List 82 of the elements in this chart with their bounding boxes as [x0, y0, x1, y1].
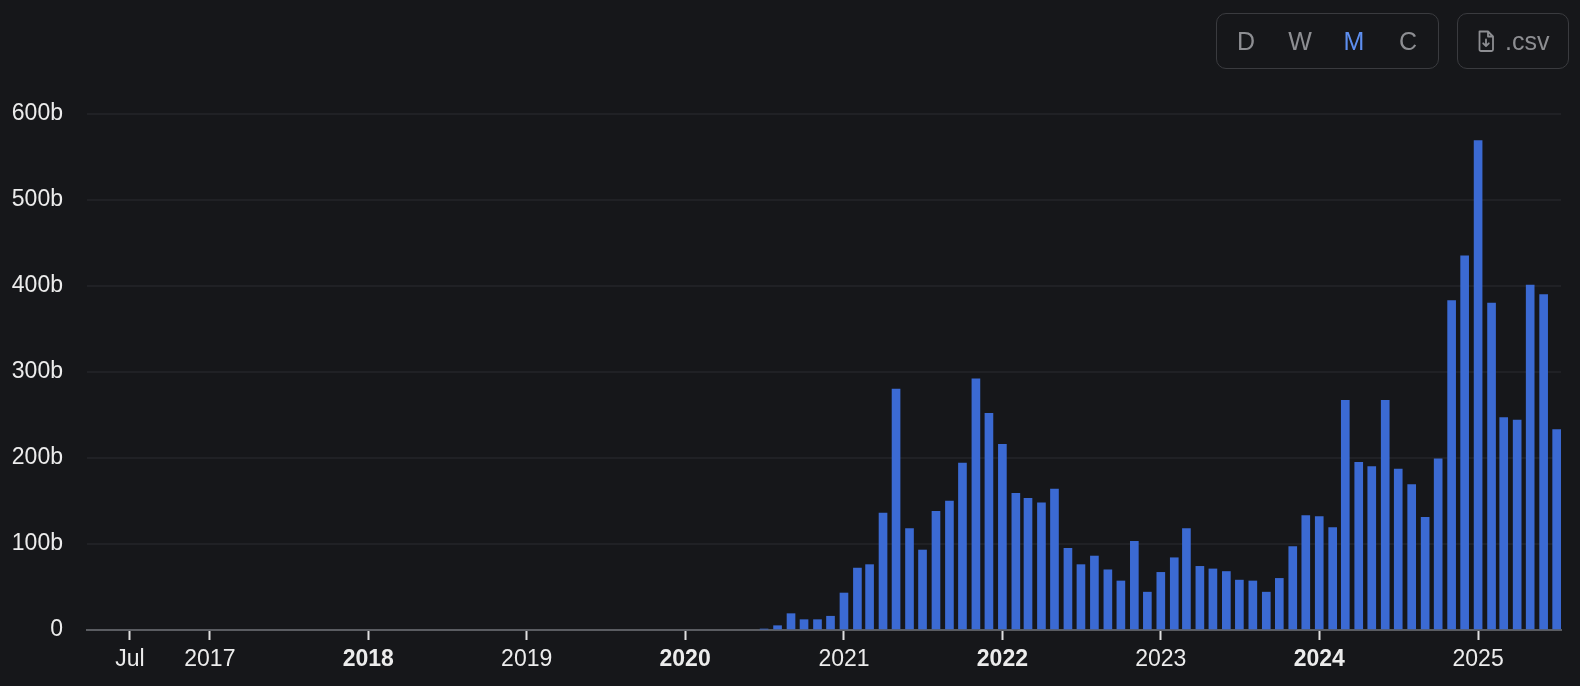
bar [1090, 555, 1099, 630]
bar [905, 528, 914, 630]
y-tick-label: 600b [11, 99, 63, 126]
bar [1023, 498, 1033, 630]
bar [865, 564, 874, 630]
bar [1274, 578, 1284, 630]
bar [1460, 255, 1469, 630]
bar [1552, 429, 1561, 630]
bar [984, 412, 994, 630]
bar [958, 462, 967, 630]
bar [1037, 502, 1046, 630]
bar [1156, 572, 1166, 630]
bar [1328, 527, 1338, 630]
bar [1063, 547, 1073, 630]
bar [1169, 557, 1179, 630]
y-tick-label: 400b [11, 271, 63, 298]
toggle-button: W [1273, 19, 1327, 63]
bar [1235, 579, 1244, 630]
bar [1354, 461, 1364, 630]
bar [1525, 284, 1535, 630]
bar [1050, 488, 1059, 630]
x-tick-label: 2021 [818, 645, 870, 672]
bar [853, 567, 862, 630]
bar [1143, 591, 1152, 630]
bar [1288, 546, 1298, 630]
bar [1512, 419, 1522, 630]
toggle-button: D [1219, 19, 1273, 63]
toggle-button: M [1327, 19, 1381, 63]
bar [1222, 571, 1231, 630]
bar [1487, 302, 1496, 630]
bar [786, 613, 796, 630]
bar [773, 625, 782, 630]
bar [1420, 517, 1430, 630]
bar [1261, 591, 1271, 630]
x-tick-label: Jul [115, 645, 145, 672]
bar [813, 619, 822, 630]
x-tick-label: 2025 [1452, 645, 1504, 672]
y-tick-label: 100b [11, 529, 63, 556]
bar [1407, 484, 1417, 630]
bar [1182, 528, 1191, 630]
download-button: .csv [1457, 13, 1569, 69]
bar [1116, 580, 1126, 630]
bar [1011, 492, 1021, 630]
bar [799, 619, 809, 630]
bar [1248, 580, 1258, 630]
bar [891, 388, 901, 630]
x-tick-label: 2023 [1135, 645, 1187, 672]
bar [1314, 516, 1324, 630]
bar [1539, 294, 1548, 630]
bar [1473, 140, 1483, 630]
bar [1447, 300, 1456, 630]
bar [1195, 566, 1205, 630]
bar [918, 549, 927, 630]
x-tick-label: 2024 [1293, 645, 1346, 672]
bar [998, 443, 1007, 630]
bar [971, 378, 981, 630]
bar [1499, 417, 1509, 630]
bar [1340, 400, 1350, 630]
bar [931, 510, 941, 630]
bar [878, 512, 888, 630]
y-tick-label: 0 [50, 615, 63, 642]
bar [826, 615, 835, 630]
x-tick-label: 2018 [342, 645, 395, 672]
bar [1208, 568, 1218, 630]
bar [945, 500, 954, 630]
bar [1380, 400, 1390, 630]
y-tick-label: 300b [11, 357, 63, 384]
bar [1130, 541, 1139, 630]
x-tick-label: 2020 [659, 645, 711, 672]
bar [1301, 515, 1311, 630]
bar [1367, 466, 1377, 630]
bar [1103, 569, 1113, 630]
x-tick-label: 2017 [184, 645, 236, 672]
bar [1076, 564, 1086, 630]
y-tick-label: 200b [11, 443, 63, 470]
bar [1393, 468, 1403, 630]
x-tick-label: 2019 [501, 645, 553, 672]
bar [839, 592, 849, 630]
toggle-button: C [1381, 19, 1435, 63]
y-tick-label: 500b [11, 185, 63, 212]
bar [1433, 458, 1443, 630]
x-tick-label: 2022 [976, 645, 1028, 672]
